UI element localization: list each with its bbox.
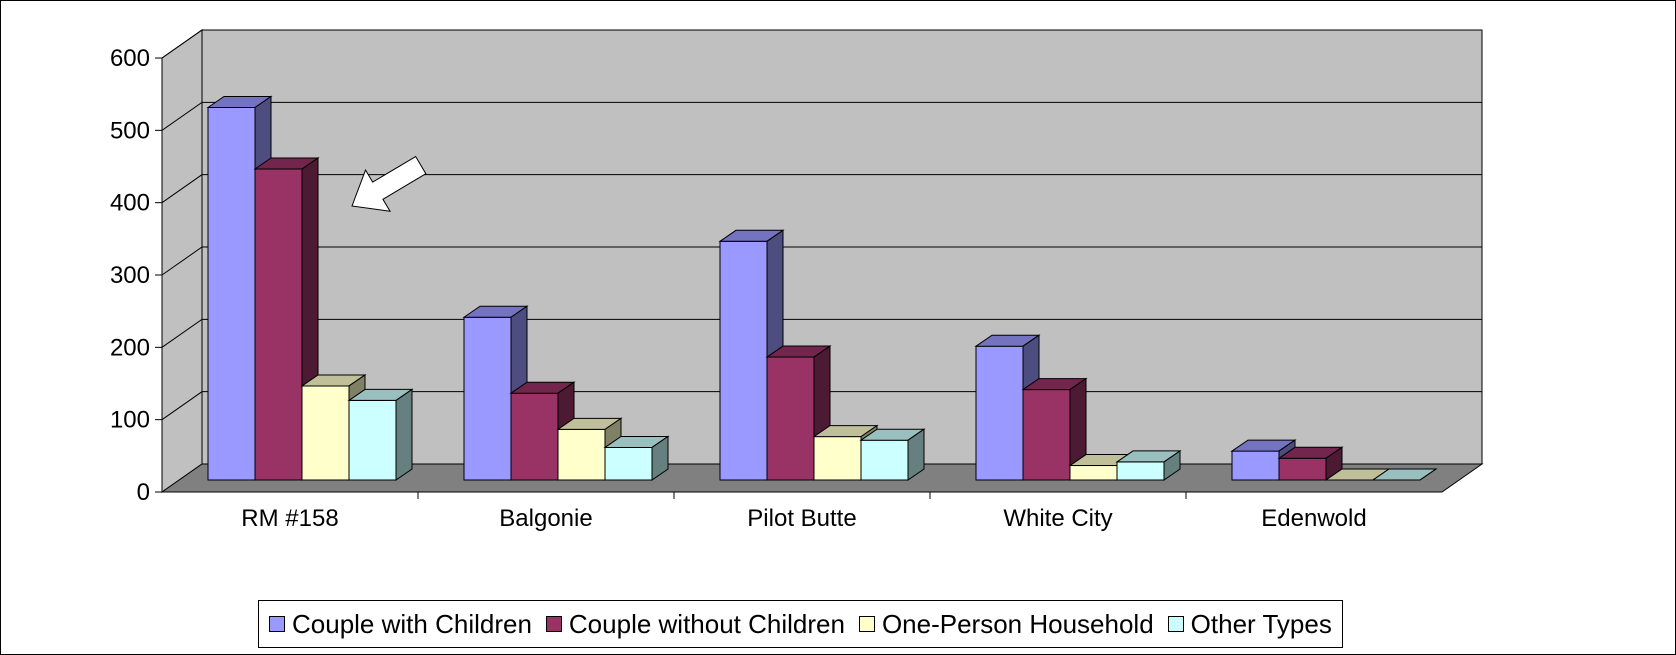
bar-front — [254, 168, 303, 481]
bar-side — [907, 428, 925, 481]
legend-label: Couple with Children — [292, 608, 532, 639]
bar-front — [813, 436, 862, 481]
axes — [155, 57, 1442, 499]
bar — [253, 157, 320, 481]
bar-front — [1278, 457, 1327, 481]
bar-front — [975, 345, 1024, 481]
legend-label: Other Types — [1190, 608, 1332, 639]
x-category-label: Pilot Butte — [747, 505, 856, 532]
bar — [859, 428, 926, 481]
y-tick-label: 400 — [110, 190, 150, 217]
x-category-label: Edenwold — [1261, 505, 1366, 532]
bar-front — [557, 428, 606, 481]
bar — [1371, 468, 1438, 481]
bar-front — [301, 385, 350, 481]
legend-item: Couple without Children — [545, 608, 845, 640]
y-tick-label: 0 — [137, 479, 150, 506]
bar — [1277, 446, 1344, 481]
y-tick-label: 100 — [110, 407, 150, 434]
bar-front — [766, 356, 815, 481]
bar-front — [1231, 450, 1280, 481]
annotation-arrow — [351, 155, 427, 212]
gridline — [161, 174, 1482, 204]
legend-item: One-Person Household — [858, 608, 1154, 640]
gridline — [161, 29, 1482, 59]
legend-swatch — [1167, 616, 1184, 632]
bar-side — [1419, 468, 1437, 481]
legend-label: One-Person Household — [881, 608, 1154, 639]
bar-front — [1022, 389, 1071, 481]
y-tick-label: 600 — [110, 45, 150, 72]
bar-side — [651, 435, 669, 481]
legend-swatch — [545, 616, 562, 632]
bar — [1021, 377, 1088, 481]
legend-label: Couple without Children — [568, 608, 845, 639]
gridline — [161, 101, 1482, 131]
x-category-label: White City — [1003, 505, 1112, 532]
legend-swatch — [269, 616, 285, 632]
bar-front — [860, 439, 909, 481]
legend-item: Couple with Children — [269, 609, 532, 640]
bar-front — [463, 316, 512, 481]
bar-front — [1116, 461, 1165, 481]
legend-swatch — [858, 616, 875, 632]
bars — [206, 95, 1438, 481]
axis-labels: 0 100 200 300 400 500 600 RM #158 Balgonie Pilot … — [110, 45, 1367, 532]
y-tick-label: 300 — [110, 262, 150, 289]
bar — [1115, 449, 1182, 481]
bar-side — [1163, 449, 1181, 481]
legend-item: Other Types — [1167, 608, 1332, 640]
x-category-label: RM #158 — [241, 505, 338, 532]
bar — [462, 305, 529, 481]
bar-front — [510, 392, 559, 481]
bar-front — [348, 399, 397, 481]
bar-side — [395, 388, 413, 481]
y-tick-label: 500 — [110, 117, 150, 144]
chart-area: 0 100 200 300 400 500 600 RM #158 Balgonie Pilot … — [110, 29, 1484, 532]
bar-front — [1069, 465, 1118, 481]
y-tick-label: 200 — [110, 334, 150, 361]
x-category-label: Balgonie — [499, 505, 592, 532]
bar — [347, 388, 414, 481]
bar-front — [207, 107, 256, 481]
arrow-icon — [351, 155, 427, 212]
gridline — [161, 318, 1482, 348]
legend: Couple with Children Couple without Child… — [258, 600, 1343, 648]
bar — [603, 435, 670, 481]
gridline — [161, 246, 1482, 276]
bar-front — [719, 240, 768, 481]
bar-front — [604, 446, 653, 481]
